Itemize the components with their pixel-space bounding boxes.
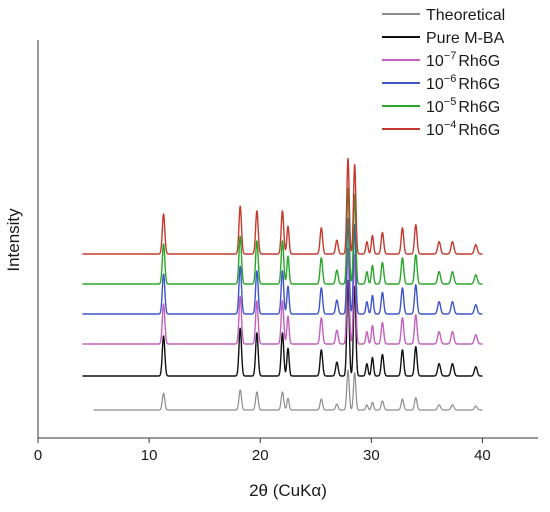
legend-label: Pure M-BA (426, 30, 505, 47)
series-line (81, 279, 483, 377)
series-lines (81, 157, 483, 411)
x-ticks: 0 10 20 30 40 (34, 438, 491, 464)
legend-label: 10−5 Rh6G (426, 96, 500, 116)
series-line (81, 217, 483, 315)
x-tick-label: 30 (363, 447, 380, 464)
y-axis-title: Intensity (4, 208, 23, 272)
legend-label: Theoretical (426, 7, 505, 24)
x-tick-label: 20 (252, 447, 269, 464)
legend-label: 10−6 Rh6G (426, 73, 500, 93)
series-line (93, 369, 483, 411)
series-line (81, 187, 483, 285)
legend-label: 10−4 Rh6G (426, 119, 500, 139)
x-tick-label: 40 (474, 447, 491, 464)
plot-area: 0 10 20 30 40 (34, 40, 538, 464)
series-line (81, 247, 483, 345)
x-axis-title: 2θ (CuKα) (249, 481, 327, 500)
x-tick-label: 10 (141, 447, 158, 464)
legend-label: 10−7 Rh6G (426, 50, 500, 70)
x-tick-label: 0 (34, 447, 42, 464)
series-line (81, 157, 483, 255)
legend: Theoretical Pure M-BA 10−7 Rh6G 10−6 Rh6G 10−5… (382, 7, 505, 139)
